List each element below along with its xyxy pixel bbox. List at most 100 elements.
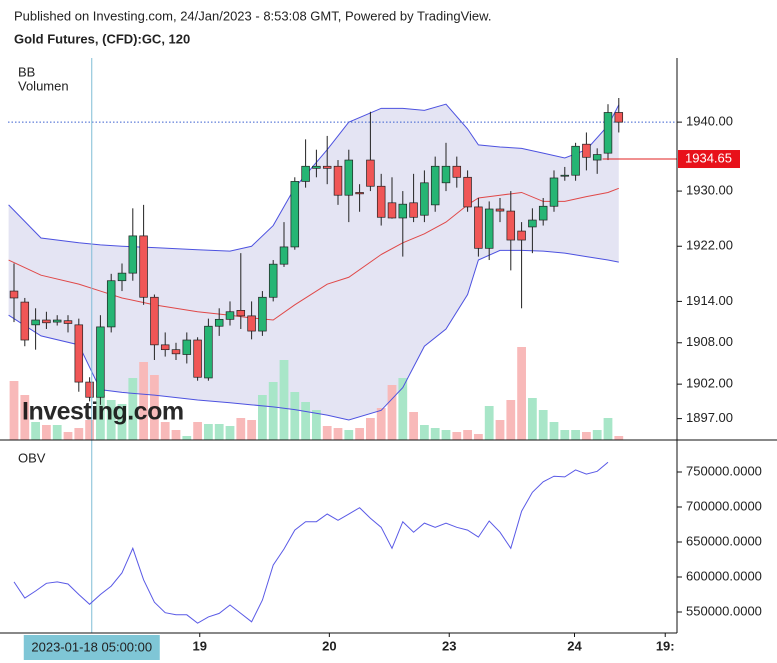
candle-body — [517, 230, 526, 241]
volume-bar — [236, 418, 246, 440]
candle-body — [128, 235, 138, 274]
candle-body — [549, 177, 559, 207]
candle-body — [474, 206, 483, 249]
x-tick-label: 20 — [322, 638, 336, 653]
candle-body — [506, 210, 516, 241]
volume-bar — [538, 410, 548, 440]
volume-bar — [258, 395, 267, 440]
volume-bar — [268, 382, 278, 440]
y-tick-label: 1902.00 — [686, 376, 733, 391]
volume-bar — [571, 430, 580, 440]
candle-body — [85, 381, 94, 398]
volume-bar — [430, 428, 440, 440]
volume-bar — [484, 406, 494, 440]
x-tick-label: 24 — [567, 638, 582, 653]
candle-body — [193, 339, 202, 378]
crosshair-label-box — [23, 635, 160, 660]
volume-bar — [441, 430, 451, 440]
volume-bar — [96, 395, 105, 440]
candle-body — [355, 192, 364, 195]
candle-body — [441, 165, 451, 184]
volume-bar — [344, 430, 354, 440]
candle-body — [430, 165, 440, 206]
candle-body — [63, 320, 73, 324]
volume-bar — [117, 404, 127, 440]
candle-body — [452, 165, 462, 178]
volume-bar — [139, 362, 148, 440]
volume-bar — [549, 422, 559, 440]
volume-bar — [582, 432, 591, 440]
volume-bar — [603, 418, 613, 440]
candle-body — [258, 296, 267, 332]
volume-bar — [463, 430, 472, 440]
y-tick-label: 1908.00 — [686, 334, 733, 349]
volume-bar — [214, 424, 224, 440]
candle-body — [139, 235, 148, 298]
candle-body — [409, 202, 418, 218]
volume-bar — [398, 378, 408, 440]
y-tick-label: 700000.0000 — [686, 498, 762, 513]
volume-bar — [204, 424, 213, 440]
volume-bar — [193, 422, 202, 440]
y-tick-label: 1922.00 — [686, 238, 733, 253]
candle-body — [387, 202, 397, 219]
candle-body — [333, 165, 343, 196]
plot-layer: Investing.com 1940.00 1930.00 1922.00 1914.0… — [8, 58, 762, 660]
candle-body — [279, 246, 289, 265]
bb-middle — [8, 187, 619, 321]
volume-bar — [528, 398, 537, 440]
candle-body — [571, 145, 580, 176]
y-tick-label: 600000.0000 — [686, 568, 762, 583]
candle-body — [614, 112, 624, 123]
candle-body — [74, 324, 84, 383]
candle-body — [20, 301, 30, 341]
y-tick-label: 1930.00 — [686, 183, 733, 198]
candle-body — [560, 174, 570, 177]
chart-title: Gold Futures, (CFD):GC, 120 — [14, 31, 190, 46]
candle-body — [247, 315, 256, 332]
volume-bar — [614, 436, 624, 440]
last-price-box — [678, 150, 740, 169]
x-tick-label: 19 — [193, 638, 207, 653]
bb-upper — [8, 103, 620, 252]
volume-bar — [517, 347, 526, 440]
candle-body — [603, 112, 613, 154]
last-price-label: 1934.65 — [685, 150, 732, 165]
published-note: Published on Investing.com, 24/Jan/2023 … — [14, 8, 491, 23]
candle-body — [420, 182, 429, 216]
volume-bar — [474, 434, 483, 440]
volume-bar — [452, 432, 462, 440]
volume-bar — [31, 422, 40, 440]
volume-bar — [322, 426, 332, 440]
candle-body — [9, 290, 19, 299]
candle-body — [106, 280, 116, 328]
y-tick-label: 1940.00 — [686, 114, 733, 129]
obv-line — [13, 461, 609, 624]
indicator-label: BB — [18, 64, 35, 79]
volume-bar — [495, 420, 505, 440]
candle-body — [495, 208, 505, 212]
candle-body — [301, 165, 310, 182]
bb-lower — [8, 249, 619, 421]
x-tick-label: 19: — [656, 638, 675, 653]
volume-bar — [247, 420, 256, 440]
watermark: Investing.com — [22, 398, 184, 426]
candle-body — [538, 205, 548, 221]
volume-bar — [150, 375, 159, 440]
candle-body — [160, 344, 170, 351]
volume-bar — [42, 425, 51, 440]
volume-bar — [106, 400, 116, 440]
candle-body — [484, 208, 494, 249]
candle-body — [96, 326, 105, 398]
candle-body — [344, 159, 354, 196]
candle-body — [366, 159, 375, 187]
candle-body — [171, 349, 181, 355]
y-tick-label: 550000.0000 — [686, 603, 762, 618]
candle-body — [52, 319, 62, 323]
volume-bar — [376, 408, 386, 440]
indicator-label: Volumen — [18, 78, 69, 93]
volume-bar — [63, 432, 73, 440]
candle-body — [150, 296, 159, 346]
candle-body — [182, 339, 192, 355]
